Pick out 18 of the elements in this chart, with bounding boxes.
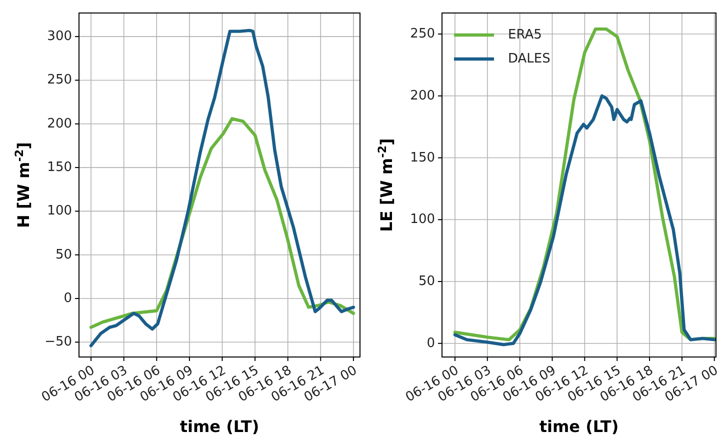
- y-tick-label: 200: [410, 88, 435, 104]
- y-tick-label: 50: [418, 274, 435, 290]
- y-tick-label: 200: [47, 116, 72, 132]
- y-tick-label: 0: [426, 336, 435, 351]
- y-tick-label: 50: [55, 247, 72, 262]
- legend-label: DALES: [508, 52, 550, 66]
- x-axis-title: time (LT): [180, 417, 260, 436]
- y-tick-label: 250: [47, 72, 72, 88]
- y-tick-label: 150: [47, 160, 72, 176]
- y-tick-label: 150: [410, 150, 435, 166]
- y-tick-label: 100: [410, 212, 435, 228]
- legend-label: ERA5: [508, 28, 542, 42]
- y-tick-label: 300: [47, 29, 72, 44]
- y-tick-label: −50: [44, 334, 72, 350]
- y-tick-label: 250: [410, 26, 435, 42]
- y-tick-label: 0: [64, 291, 72, 306]
- x-axis-title: time (LT): [539, 417, 619, 436]
- y-tick-label: 100: [47, 204, 72, 219]
